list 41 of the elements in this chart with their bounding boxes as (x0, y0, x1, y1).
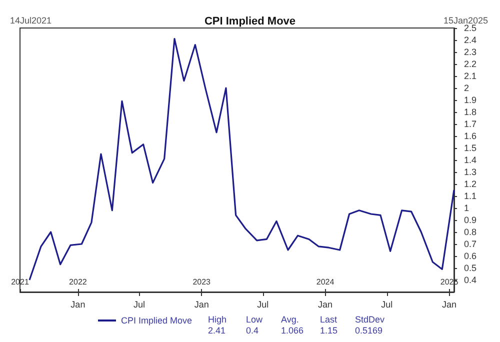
y-tick-label: 1.8 (464, 107, 477, 117)
y-tick-label: 0.8 (464, 227, 477, 237)
chart-title: CPI Implied Move (204, 16, 296, 28)
x2-tick-label: 2023 (192, 278, 212, 286)
x-tick-label: Jan (194, 300, 209, 310)
y-tick-label: 2 (464, 83, 470, 93)
y-tick-label: 2.2 (464, 59, 477, 69)
y-tick-label: 0.5 (464, 263, 477, 273)
x-tick-label: Jan (70, 300, 86, 310)
y-tick-label: 1.3 (464, 167, 477, 177)
x2-tick-label: 2024 (316, 278, 335, 286)
y-tick-label: 1.5 (464, 143, 477, 153)
y-tick-label: 2.5 (464, 23, 477, 33)
y-tick-label: 0.4 (464, 275, 477, 285)
x-tick-label: Jan (318, 300, 333, 310)
y-tick-label: 2.3 (464, 47, 477, 57)
text: Avg. 1.066 (281, 314, 304, 336)
y-tick-label: 1.7 (464, 119, 477, 129)
text: 14Jul2021 (10, 16, 52, 26)
legend-label: CPI Implied Move (121, 316, 192, 326)
y-tick-label: 2.4 (464, 35, 477, 45)
y-tick-label: 0.7 (464, 239, 477, 249)
x-tick-label: Jul (381, 300, 393, 310)
text: Low 0.4 (246, 314, 264, 336)
y-tick-label: 1 (464, 203, 470, 213)
y-tick-label: 2.1 (464, 71, 477, 81)
y-tick-label: 1.4 (464, 155, 477, 165)
y-tick-label: 0.9 (464, 215, 477, 225)
text: High 2.41 (208, 314, 227, 336)
text: 15Jan2025 (443, 16, 488, 26)
x2-tick-label: 2022 (69, 278, 88, 286)
y-tick-label: 1.9 (464, 95, 477, 105)
x-tick-label: Jul (134, 300, 146, 310)
y-tick-label: 1.2 (464, 179, 477, 189)
y-tick-label: 1.1 (464, 191, 477, 201)
y-tick-label: 1.6 (464, 131, 477, 141)
text: Last 1.15 (320, 314, 338, 336)
x-tick-label: Jul (257, 300, 269, 310)
text: StdDev 0.5169 (355, 314, 386, 336)
x-tick-label: Jan (442, 300, 457, 310)
y-tick-label: 0.6 (464, 251, 477, 261)
